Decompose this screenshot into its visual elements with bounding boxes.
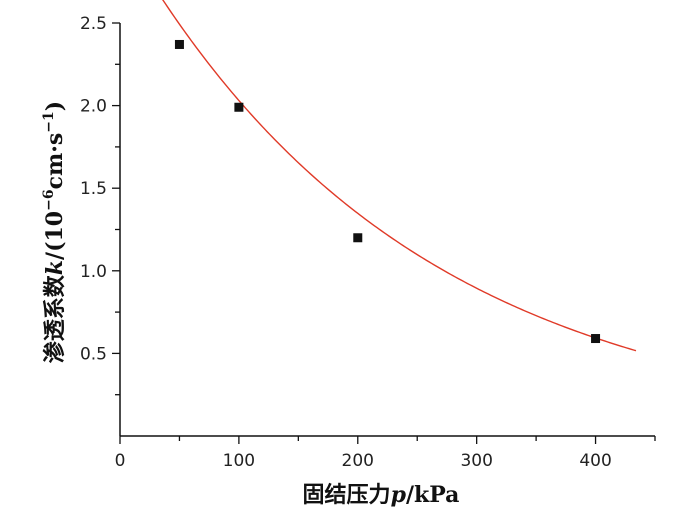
- y-axis-title: 渗透系数k/(10−6cm·s−1): [41, 101, 68, 363]
- tick-labels: 0 100 200 300 400 0.5 1.0 1.5 2.0 2.5: [80, 14, 612, 471]
- y-tick-label: 1.0: [80, 262, 107, 282]
- data-point: [353, 233, 363, 243]
- y-tick-label: 0.5: [80, 344, 107, 364]
- axes: [119, 23, 655, 437]
- data-point: [591, 334, 601, 344]
- x-tick-label: 100: [223, 451, 255, 471]
- y-tick-label: 2.0: [80, 97, 107, 117]
- ticks: [112, 22, 656, 444]
- x-tick-label: 400: [579, 451, 611, 471]
- y-title-prefix: 渗透系数: [42, 274, 68, 363]
- x-title-variable: p: [391, 482, 407, 508]
- x-title-prefix: 固结压力: [303, 482, 391, 508]
- y-title-variable: k: [42, 260, 68, 275]
- fit-curve-line: [162, 0, 637, 352]
- x-title-unit: /kPa: [406, 482, 460, 508]
- y-title-unit-main: /(10: [42, 211, 68, 260]
- y-tick-label: 2.5: [80, 14, 107, 34]
- data-points: [174, 39, 601, 344]
- y-title-unit-exp2: −1: [41, 111, 57, 132]
- y-title-unit-end: ): [42, 101, 68, 111]
- y-title-unit-mid: cm·s: [42, 133, 68, 190]
- y-tick-label: 1.5: [80, 179, 107, 199]
- x-tick-label: 0: [115, 451, 126, 471]
- x-tick-label: 200: [342, 451, 374, 471]
- y-title-unit-exp1: −6: [41, 189, 57, 210]
- x-axis-title: 固结压力p/kPa: [303, 482, 460, 508]
- data-point: [174, 39, 184, 49]
- x-tick-label: 300: [460, 451, 492, 471]
- data-point: [234, 102, 244, 112]
